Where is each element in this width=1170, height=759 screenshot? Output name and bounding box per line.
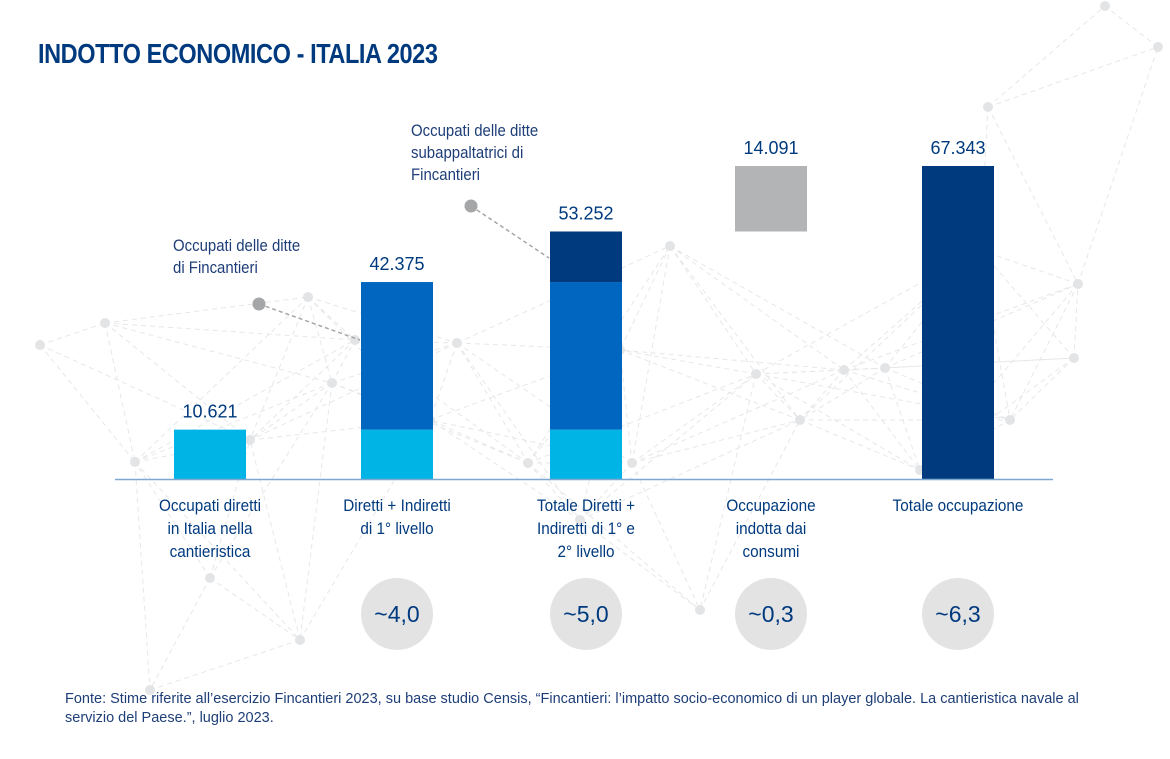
multiplier-label: ~4,0 (374, 601, 419, 627)
category-label: Totale occupazione (893, 496, 1024, 515)
category-label: Occupazione (726, 496, 815, 515)
bar-segment (361, 429, 433, 479)
network-nodes (35, 1, 1163, 695)
category-label: cantieristica (170, 542, 251, 561)
annotation-subcontractors: Occupati delle ditte subappaltatrici di … (411, 121, 539, 184)
bar-value-label: 42.375 (369, 254, 424, 274)
multiplier-circle (550, 578, 622, 650)
bar-group: 42.375 (361, 254, 433, 479)
category-label: 2° livello (557, 542, 614, 561)
bar-group: 53.252 (550, 203, 622, 479)
bar-value-label: 14.091 (743, 138, 798, 158)
multiplier-circle (922, 578, 994, 650)
bar-group: 67.343 (922, 138, 994, 479)
bar-segment (735, 166, 807, 232)
category-label: in Italia nella (168, 519, 253, 538)
annotation-fincantieri: Occupati delle ditte di Fincantieri (173, 236, 301, 277)
source-note: Fonte: Stime riferite all’esercizio Finc… (65, 691, 1079, 726)
multiplier-circle (361, 578, 433, 650)
page-title: INDOTTO ECONOMICO - ITALIA 2023 (38, 38, 438, 69)
bar-value-label: 67.343 (930, 138, 985, 158)
bar-segment (550, 429, 622, 479)
bar-group: 10.621 (174, 402, 246, 479)
leader-dot-subcontractors (464, 199, 478, 213)
bar-segment (550, 282, 622, 430)
multiplier-circle (735, 578, 807, 650)
leader-line-subcontractors (470, 205, 550, 259)
bar-segment (550, 231, 622, 283)
category-label: indotta dai (736, 519, 807, 538)
leader-lines (252, 199, 550, 341)
multiplier-label: ~5,0 (563, 601, 608, 627)
multiplier-label: ~0,3 (748, 601, 793, 627)
multiplier-label: ~6,3 (935, 601, 980, 627)
bar-group: 14.091 (735, 138, 807, 232)
leader-line-fincantieri (258, 303, 361, 341)
bar-value-label: 53.252 (558, 203, 613, 223)
category-label: Occupati diretti (159, 496, 261, 515)
leader-dot-fincantieri (252, 297, 266, 311)
bar-segment (922, 166, 994, 479)
category-label: consumi (743, 542, 800, 561)
category-label: Diretti + Indiretti (343, 496, 450, 515)
category-label: Indiretti di 1° e (537, 519, 635, 538)
category-label: Totale Diretti + (537, 496, 635, 515)
bar-value-label: 10.621 (182, 402, 237, 422)
category-label: di 1° livello (360, 519, 433, 538)
bar-segment (174, 429, 246, 479)
bar-segment (361, 282, 433, 430)
